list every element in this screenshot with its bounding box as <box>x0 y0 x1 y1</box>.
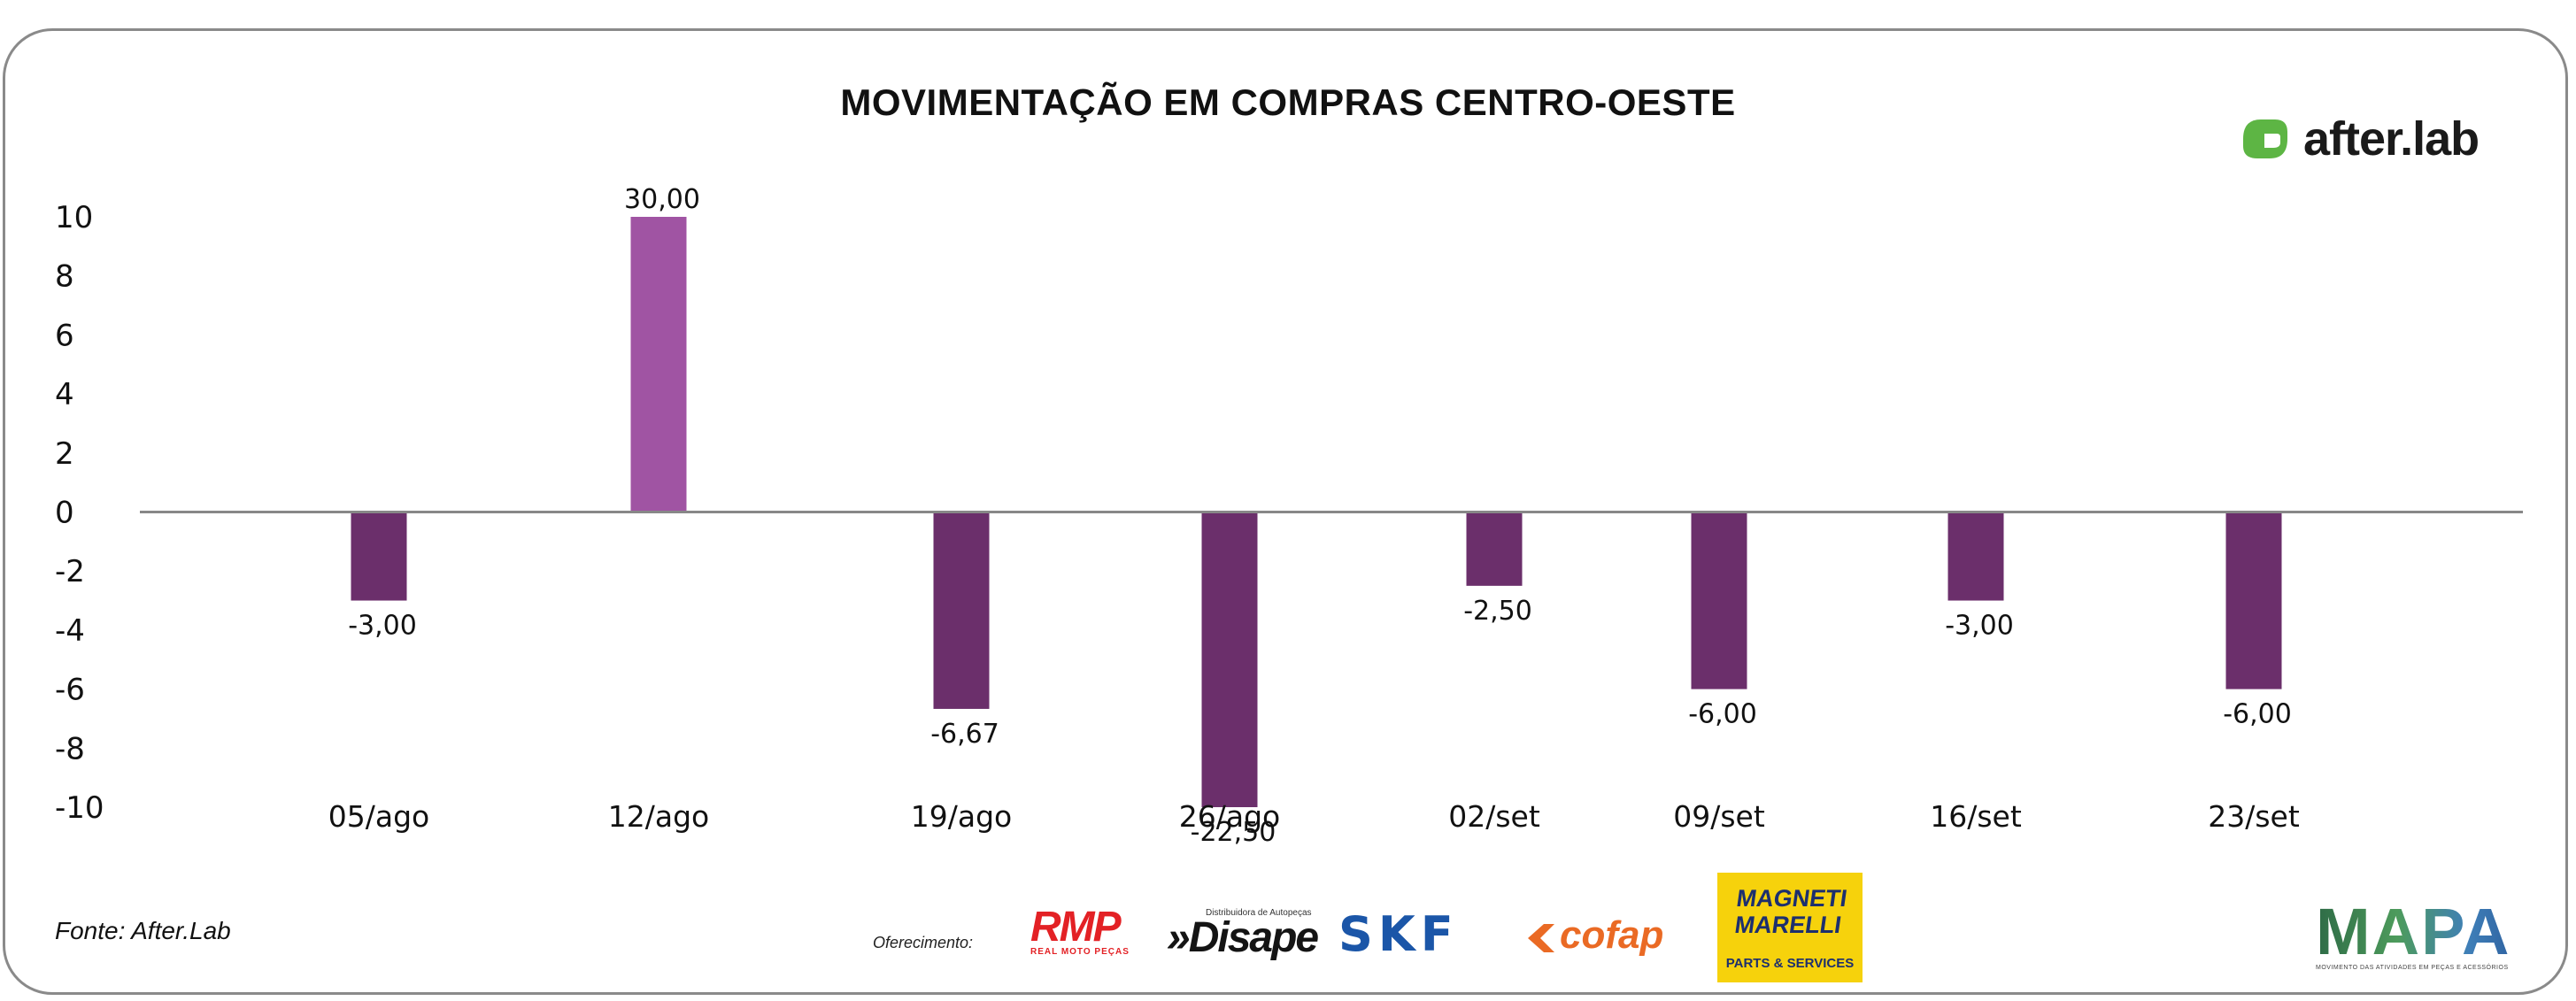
disape-logo: Distribuidora de Autopeças »Disape <box>1167 906 1319 961</box>
y-tick-label: 6 <box>55 318 74 353</box>
y-tick-label: -10 <box>55 790 104 826</box>
magneti-line2: MARELLI <box>1732 912 1843 938</box>
data-label: -6,67 <box>930 719 999 750</box>
cofap-logo-text: cofap <box>1560 913 1664 957</box>
rmp-logo: RMP REAL MOTO PEÇAS <box>1030 904 1145 958</box>
y-tick-label: 4 <box>55 377 74 412</box>
x-tick-label: 05/ago <box>328 799 429 834</box>
y-tick-label: 2 <box>55 436 74 472</box>
data-label: 30,00 <box>624 184 700 215</box>
data-label: -3,00 <box>348 611 417 642</box>
afterlab-logo-text: after.lab <box>2303 112 2480 166</box>
mapa-logo-subtitle: MOVIMENTO DAS ATIVIDADES EM PEÇAS E ACES… <box>2316 965 2509 971</box>
magneti-marelli-logo: MAGNETI MARELLI PARTS & SERVICES <box>1717 873 1863 982</box>
y-tick-label: 0 <box>55 496 74 531</box>
skf-logo-text: SKF <box>1338 906 1459 962</box>
bar <box>1947 512 2004 601</box>
bar <box>351 512 407 601</box>
x-tick-label: 02/set <box>1448 799 1540 834</box>
y-tick-label: -6 <box>55 673 85 708</box>
y-axis: 10 8 6 4 2 0 -2 -4 -6 -8 -10 <box>55 200 104 826</box>
data-label: -6,00 <box>1688 699 1757 730</box>
y-tick-label: -2 <box>55 554 85 589</box>
bar <box>1691 512 1747 689</box>
y-tick-label: 8 <box>55 259 74 295</box>
cofap-logo-icon <box>1528 924 1554 952</box>
y-tick-label: -8 <box>55 731 85 766</box>
chart-title: MOVIMENTAÇÃO EM COMPRAS CENTRO-OESTE <box>840 81 1736 123</box>
x-tick-label: 09/set <box>1673 799 1765 834</box>
bar <box>630 217 687 512</box>
rmp-logo-text: RMP <box>1030 904 1122 951</box>
bar <box>2225 512 2282 689</box>
bars <box>351 217 2282 807</box>
sponsor-label: Oferecimento: <box>873 934 974 951</box>
x-tick-label: 26/ago <box>1179 799 1280 834</box>
magneti-marelli-logo-text: MAGNETI MARELLI <box>1714 885 1866 938</box>
data-label: -3,00 <box>1945 611 2014 642</box>
magneti-line1: MAGNETI <box>1734 885 1849 912</box>
rmp-logo-subtitle: REAL MOTO PEÇAS <box>1030 947 1130 957</box>
disape-logo-text: »Disape <box>1167 914 1319 961</box>
data-labels: -3,00 30,00 -6,67 -22,50 -2,50 -6,00 -3,00 -6,0… <box>348 184 2292 848</box>
afterlab-logo: after.lab <box>2234 108 2480 170</box>
disape-logo-subtitle: Distribuidora de Autopeças <box>1206 908 1312 918</box>
bar <box>1466 512 1523 586</box>
mapa-logo-text: MAPA <box>2316 899 2519 965</box>
x-tick-label: 19/ago <box>911 799 1012 834</box>
y-tick-label: -4 <box>55 613 85 649</box>
x-tick-label: 12/ago <box>608 799 709 834</box>
bar <box>1201 512 1258 807</box>
y-tick-label: 10 <box>55 200 93 235</box>
cofap-logo: cofap <box>1523 915 1691 959</box>
mapa-logo: MAPA MOVIMENTO DAS ATIVIDADES EM PEÇAS E… <box>2316 899 2519 974</box>
x-axis-labels: 05/ago 12/ago 19/ago 26/ago 02/set 09/set 16/s… <box>328 799 2300 834</box>
bar <box>933 512 990 709</box>
afterlab-logo-icon <box>2243 119 2287 158</box>
skf-logo: SKF <box>1338 906 1507 962</box>
data-label: -2,50 <box>1463 596 1532 627</box>
x-tick-label: 16/set <box>1930 799 2022 834</box>
data-label: -6,00 <box>2223 699 2292 730</box>
data-label: -22,50 <box>1191 817 1276 848</box>
magneti-marelli-subtitle: PARTS & SERVICES <box>1725 956 1855 971</box>
x-tick-label: 23/set <box>2208 799 2300 834</box>
source-note: Fonte: After.Lab <box>55 917 231 944</box>
